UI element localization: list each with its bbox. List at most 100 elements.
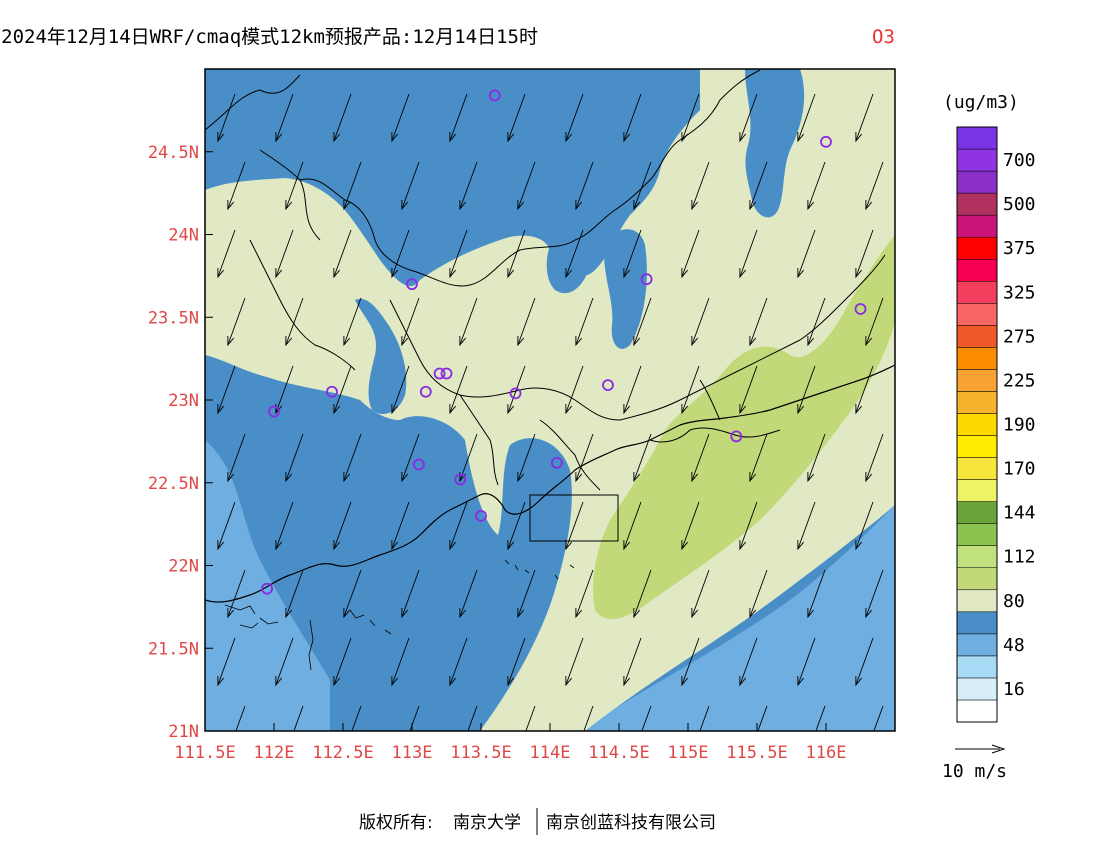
colorbar-swatch — [956, 391, 998, 414]
wind-arrowhead — [285, 335, 293, 347]
wind-arrowhead — [343, 607, 351, 619]
wind-arrowhead — [575, 335, 583, 347]
wind-arrow — [691, 569, 710, 618]
wind-arrow — [507, 93, 526, 142]
wind-arrow — [459, 433, 478, 482]
colorbar-label: 170 — [1003, 459, 1036, 480]
wind-reference: 10 m/s — [942, 744, 1007, 782]
wind-arrowhead — [391, 267, 399, 279]
wind-arrow — [797, 637, 816, 686]
wind-arrow — [633, 433, 652, 482]
wind-arrowhead — [227, 335, 235, 347]
colorbar-swatch — [956, 457, 998, 480]
wind-arrow — [807, 161, 826, 210]
colorbar-label: 48 — [1003, 635, 1025, 656]
wind-arrow — [565, 637, 584, 686]
wind-arrowhead — [623, 403, 631, 415]
wind-reference-arrowhead — [991, 744, 1006, 754]
wind-arrow — [401, 569, 420, 618]
wind-arrowhead — [807, 335, 815, 347]
wind-arrow — [641, 705, 652, 731]
wind-arrow — [633, 161, 652, 210]
islands — [224, 559, 575, 671]
wind-arrowhead — [797, 403, 805, 415]
colorbar-swatch — [956, 281, 998, 304]
wind-arrowhead — [275, 675, 283, 687]
wind-arrowhead — [575, 471, 583, 483]
wind-arrow — [681, 637, 700, 686]
wind-arrow — [459, 297, 478, 346]
wind-arrow — [285, 569, 304, 618]
wind-arrow — [749, 569, 768, 618]
colorbar-label: 700 — [1003, 150, 1036, 171]
wind-arrowhead — [576, 744, 582, 753]
latitude-axis: 21N 21.5N 22N 22.5N 23N 23.5N 24N 24.5N — [148, 143, 213, 742]
wind-arrow — [449, 637, 468, 686]
copyright-prefix: 版权所有: — [359, 813, 433, 833]
colorbar-swatch — [956, 192, 998, 216]
wind-arrow — [797, 365, 816, 414]
wind-arrow — [575, 569, 594, 618]
wind-arrow — [633, 297, 652, 346]
wind-arrow — [285, 161, 304, 210]
colorbar-swatch — [956, 258, 998, 282]
station-marker — [475, 509, 487, 522]
wind-arrow — [749, 433, 768, 482]
wind-arrowhead — [797, 267, 805, 279]
wind-arrowhead — [739, 131, 747, 143]
colorbar-frame — [956, 126, 998, 723]
wind-arrowhead — [681, 675, 689, 687]
colorbar-swatch — [956, 479, 998, 502]
wind-arrowhead — [807, 607, 815, 619]
wind-arrow — [285, 297, 304, 346]
wind-arrowhead — [565, 539, 573, 551]
wind-arrow — [333, 365, 352, 414]
wind-arrow — [565, 229, 584, 278]
wind-arrowhead — [517, 471, 525, 483]
wind-arrowhead — [681, 267, 689, 279]
wind-arrowhead — [217, 131, 225, 143]
colorbar-swatch — [956, 523, 998, 546]
wind-arrowhead — [633, 199, 641, 211]
station-marker — [440, 367, 453, 380]
wind-arrow — [681, 229, 700, 278]
colorbar-label: 375 — [1003, 238, 1036, 259]
wind-arrowhead — [855, 539, 863, 551]
wind-arrowhead — [507, 539, 515, 551]
wind-arrow — [217, 501, 236, 550]
wind-arrowhead — [285, 607, 293, 619]
wind-arrow — [391, 365, 410, 414]
wind-arrowhead — [691, 335, 699, 347]
wind-arrow — [449, 365, 468, 414]
wind-arrowhead — [401, 607, 409, 619]
wind-arrowhead — [217, 675, 225, 687]
wind-arrow — [517, 569, 536, 618]
map-plot-area — [205, 69, 895, 753]
wind-arrow — [401, 433, 420, 482]
wind-arrowhead — [517, 199, 525, 211]
lat-tick-label: 23.5N — [148, 308, 199, 328]
colorbar-swatch — [956, 347, 998, 370]
wind-arrow — [449, 501, 468, 550]
copyright-org-company: 南京创蓝科技有限公司 — [546, 813, 716, 833]
station-marker — [820, 135, 832, 148]
wind-arrowhead — [623, 539, 631, 551]
wind-arrow — [507, 637, 526, 686]
wind-arrowhead — [449, 675, 457, 687]
wind-arrowhead — [691, 199, 699, 211]
wind-arrow — [351, 705, 362, 731]
wind-arrow — [865, 433, 884, 482]
wind-arrowhead — [749, 335, 757, 347]
wind-arrow — [459, 569, 478, 618]
wind-arrow — [275, 365, 294, 414]
wind-arrowhead — [797, 131, 805, 143]
wind-arrow — [217, 365, 236, 414]
wind-arrowhead — [507, 131, 515, 143]
station-marker — [433, 367, 446, 380]
colorbar-swatch — [956, 126, 998, 150]
wind-arrowhead — [401, 471, 409, 483]
wind-arrow — [391, 637, 410, 686]
wind-arrowhead — [333, 131, 341, 143]
wind-arrow — [275, 93, 294, 142]
